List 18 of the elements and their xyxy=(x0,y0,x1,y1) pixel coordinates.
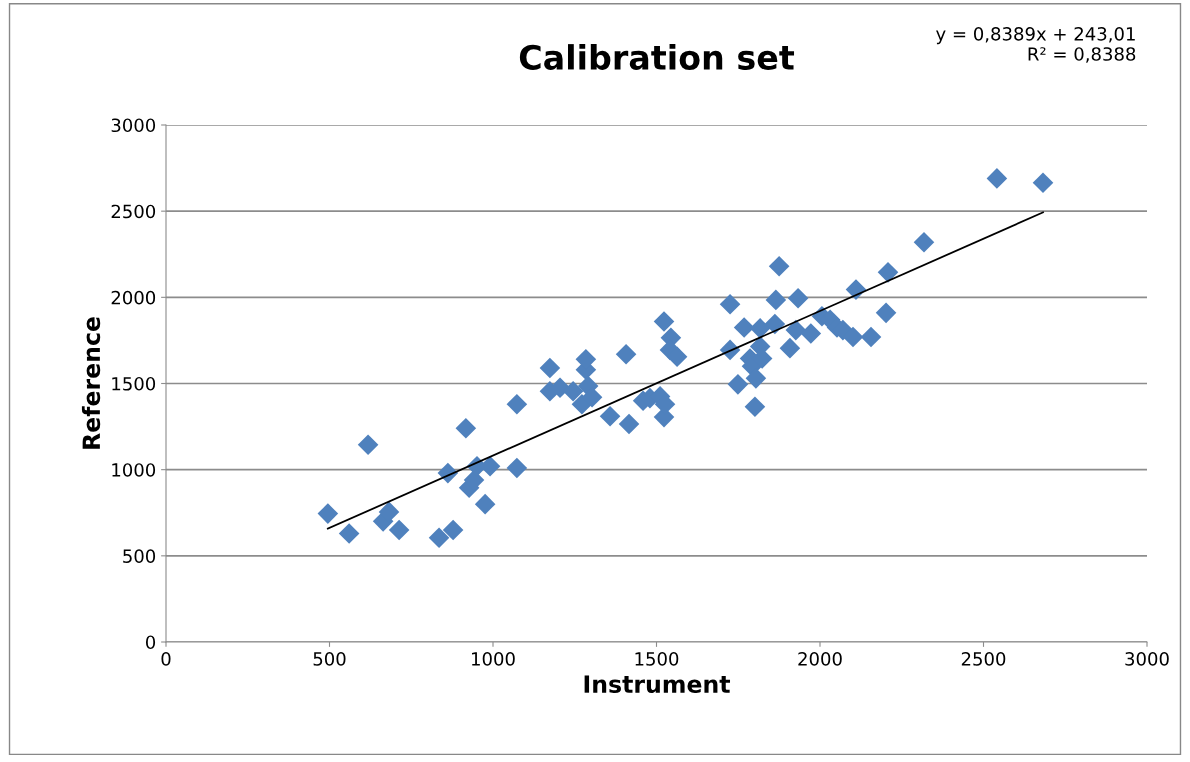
x-tick-label: 1000 xyxy=(472,652,515,666)
y-tick-label: 500 xyxy=(123,549,156,563)
x-axis-title: Instrument xyxy=(584,675,731,694)
y-tick-label: 0 xyxy=(145,635,156,650)
y-axis-title: Reference xyxy=(81,317,101,449)
y-tick-label: 1500 xyxy=(112,376,156,391)
y-tick-label: 1000 xyxy=(112,463,156,477)
x-tick-label: 2000 xyxy=(798,652,842,666)
x-tick-label: 500 xyxy=(313,652,346,666)
y-tick-label: 2000 xyxy=(111,290,156,305)
x-tick-label: 3000 xyxy=(1125,652,1169,666)
text: y = 0,8389x + 243,01 R² = 0,8388 xyxy=(936,26,1136,63)
x-tick-label: 0 xyxy=(161,652,171,666)
x-tick-label: 2500 xyxy=(961,652,1006,666)
y-tick-label: 2500 xyxy=(111,204,156,219)
x-tick-label: 1500 xyxy=(635,652,679,666)
chart-title: Calibration set xyxy=(519,44,795,70)
y-tick-label: 3000 xyxy=(111,118,156,133)
